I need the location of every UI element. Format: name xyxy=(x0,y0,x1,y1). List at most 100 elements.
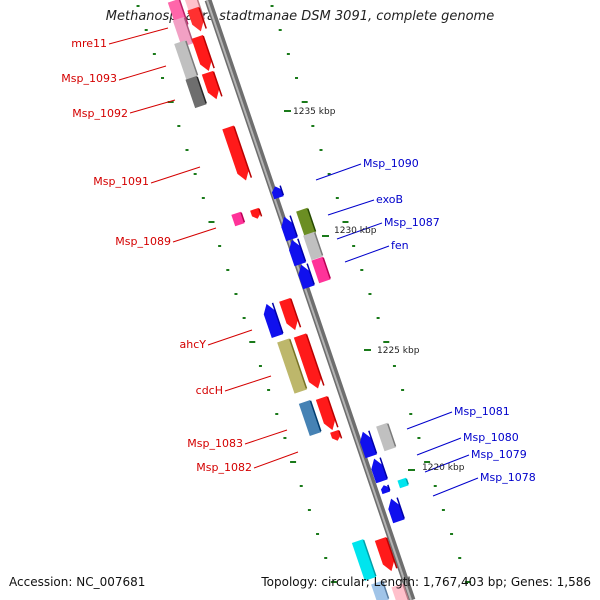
feature-msp-1093-b xyxy=(191,35,215,72)
feature-mre11-b-body xyxy=(187,6,204,32)
feature-exob-body xyxy=(296,207,316,237)
feature-ahcy-rev-edge xyxy=(271,302,284,334)
feature-rev-1 xyxy=(281,215,298,242)
feature-msp-1089-b-edge xyxy=(258,208,263,217)
gene-label-msp-1081[interactable]: Msp_1081 xyxy=(454,405,510,418)
feature-msp-1092-b-edge xyxy=(212,71,223,97)
feature-rev-3 xyxy=(298,263,315,290)
leader-exob xyxy=(327,199,375,216)
leader-msp-1093 xyxy=(118,65,167,81)
feature-msp-1080 xyxy=(371,457,388,484)
feature-mre11-b-edge xyxy=(198,7,207,29)
gene-label-msp-1083[interactable]: Msp_1083 xyxy=(187,437,243,450)
feature-msp-1093 xyxy=(174,40,199,80)
feature-ahcy-edge xyxy=(290,298,302,328)
feature-mre11-b xyxy=(187,6,207,32)
feature-mre11-edge xyxy=(183,17,194,43)
feature-msp-1081-body xyxy=(360,431,377,459)
gene-label-msp-1089[interactable]: Msp_1089 xyxy=(115,235,171,248)
feature-rev-2 xyxy=(289,238,307,267)
feature-bottom-lightblue-body xyxy=(371,580,389,600)
feature-bottom-pink-edge xyxy=(402,584,409,600)
feature-msp-1079-body xyxy=(380,485,391,495)
feature-rev-3-edge xyxy=(306,263,315,285)
feature-msp-1090 xyxy=(271,185,285,200)
leader-msp-1090 xyxy=(315,163,362,181)
feature-msp-1079-edge xyxy=(387,484,391,491)
feature-msp-1092 xyxy=(185,75,207,109)
feature-mre11 xyxy=(172,16,194,48)
scale-label-1220: 1220 kbp xyxy=(422,463,465,473)
leader-msp-1087 xyxy=(336,222,383,240)
feature-msp-1092-edge xyxy=(196,76,207,104)
leader-msp-1081 xyxy=(406,411,453,430)
feature-msp-1082-edge xyxy=(338,430,343,439)
gene-label-mre11[interactable]: mre11 xyxy=(71,37,107,50)
feature-rev-1-body xyxy=(281,216,298,242)
gene-label-fen[interactable]: fen xyxy=(391,239,409,252)
feature-exob xyxy=(296,207,317,237)
accession-text: Accession: NC_007681 xyxy=(9,575,146,589)
gene-label-msp-1091[interactable]: Msp_1091 xyxy=(93,175,149,188)
feature-msp-1089 xyxy=(231,211,246,227)
gene-label-msp-1090[interactable]: Msp_1090 xyxy=(363,157,419,170)
feature-ahcy-rev-body xyxy=(263,303,284,339)
feature-cyan-small-body xyxy=(397,477,409,489)
gene-label-msp-1078[interactable]: Msp_1078 xyxy=(480,471,536,484)
feature-msp-1081-box-edge xyxy=(387,423,397,447)
feature-bottom-red-body xyxy=(374,536,395,572)
feature-msp-1092-b xyxy=(201,70,223,100)
feature-bottom-red-edge xyxy=(385,537,398,569)
feature-bottom-lightblue-edge xyxy=(382,581,390,599)
feature-rev-2-edge xyxy=(297,238,307,262)
feature-msp-1089-b xyxy=(250,207,263,219)
leader-msp-1080 xyxy=(416,437,462,456)
feature-fen-body xyxy=(311,256,331,284)
feature-msp-1087-edge xyxy=(314,232,324,256)
feature-msp-1083-box-body xyxy=(298,399,322,437)
feature-msp-1082-body xyxy=(330,429,341,441)
feature-msp-1091-edge xyxy=(233,126,253,178)
scale-label-1235: 1235 kbp xyxy=(293,107,336,117)
tick-marks xyxy=(136,5,471,583)
leader-msp-1092 xyxy=(129,99,176,114)
gene-label-msp-1080[interactable]: Msp_1080 xyxy=(463,431,519,444)
feature-fen xyxy=(311,256,331,284)
feature-msp-1092-b-body xyxy=(201,70,220,100)
leader-msp-1091 xyxy=(150,166,201,184)
gene-label-msp-1093[interactable]: Msp_1093 xyxy=(61,72,117,85)
feature-cyan-small-edge xyxy=(405,478,409,485)
leader-msp-1083 xyxy=(244,429,288,445)
feature-ahcy-rev xyxy=(263,302,284,339)
feature-cdch-box-edge xyxy=(289,339,308,389)
feature-msp-1091 xyxy=(222,125,253,181)
feature-bottom-pink xyxy=(391,583,409,600)
feature-top-pink-edge xyxy=(178,0,189,25)
feature-rev-1-edge xyxy=(289,215,298,237)
scale-label-1230: 1230 kbp xyxy=(334,226,377,236)
feature-msp-1081-box xyxy=(376,422,397,452)
feature-msp-1089-edge xyxy=(240,212,246,223)
gene-label-msp-1082[interactable]: Msp_1082 xyxy=(196,461,252,474)
leader-ahcy xyxy=(207,329,253,346)
gene-label-cdch[interactable]: cdcH xyxy=(196,384,223,397)
gene-label-msp-1087[interactable]: Msp_1087 xyxy=(384,216,440,229)
gene-features xyxy=(167,0,409,600)
feature-cyan-1-body xyxy=(351,539,377,581)
feature-msp-1083-box xyxy=(298,399,322,437)
feature-cdch-box-body xyxy=(277,338,307,394)
feature-msp-1089-b-body xyxy=(250,207,261,219)
feature-msp-1081 xyxy=(360,430,378,459)
gene-label-msp-1079[interactable]: Msp_1079 xyxy=(471,448,527,461)
feature-top-lightpink-edge xyxy=(194,0,205,20)
feature-ahcy xyxy=(279,297,302,331)
feature-fen-edge xyxy=(322,257,331,279)
feature-cdch xyxy=(293,333,325,389)
leader-mre11 xyxy=(108,27,169,45)
gene-label-msp-1092[interactable]: Msp_1092 xyxy=(72,107,128,120)
feature-ahcy-body xyxy=(279,297,298,331)
gene-label-ahcy[interactable]: ahcY xyxy=(180,338,207,351)
gene-label-exob[interactable]: exoB xyxy=(376,193,403,206)
